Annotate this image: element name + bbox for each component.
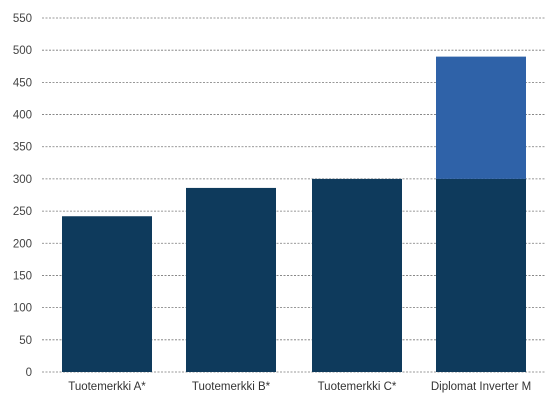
y-tick-label: 450 — [13, 77, 32, 89]
y-tick-label: 150 — [13, 270, 32, 282]
y-tick-label: 400 — [13, 110, 32, 122]
x-category-label: Tuotemerkki B* — [192, 381, 271, 393]
x-category-label: Diplomat Inverter M — [431, 381, 531, 393]
x-axis-category-labels: Tuotemerkki A* Tuotemerkki B* Tuotemerkki … — [68, 381, 531, 393]
bar-1-segment-1 — [62, 216, 152, 372]
y-tick-label: 250 — [13, 206, 32, 218]
y-tick-label: 350 — [13, 142, 32, 154]
bar-4-segment-2 — [436, 56, 526, 179]
bar-4-segment-1 — [436, 178, 526, 372]
bar-2-segment-1 — [186, 187, 276, 372]
y-tick-label: 300 — [13, 174, 32, 186]
y-tick-label: 500 — [13, 45, 32, 57]
bar-3-segment-1 — [312, 178, 402, 372]
x-category-label: Tuotemerkki C* — [318, 381, 397, 393]
y-tick-label: 550 — [13, 13, 32, 25]
y-tick-label: 100 — [13, 303, 32, 315]
y-tick-label: 50 — [19, 335, 32, 347]
y-axis-tick-labels: 0 50 100 150 200 250 300 350 400 450 500 550 — [13, 13, 32, 379]
bars — [62, 56, 526, 372]
y-tick-label: 200 — [13, 238, 32, 250]
x-category-label: Tuotemerkki A* — [68, 381, 146, 393]
y-tick-label: 0 — [26, 367, 32, 379]
